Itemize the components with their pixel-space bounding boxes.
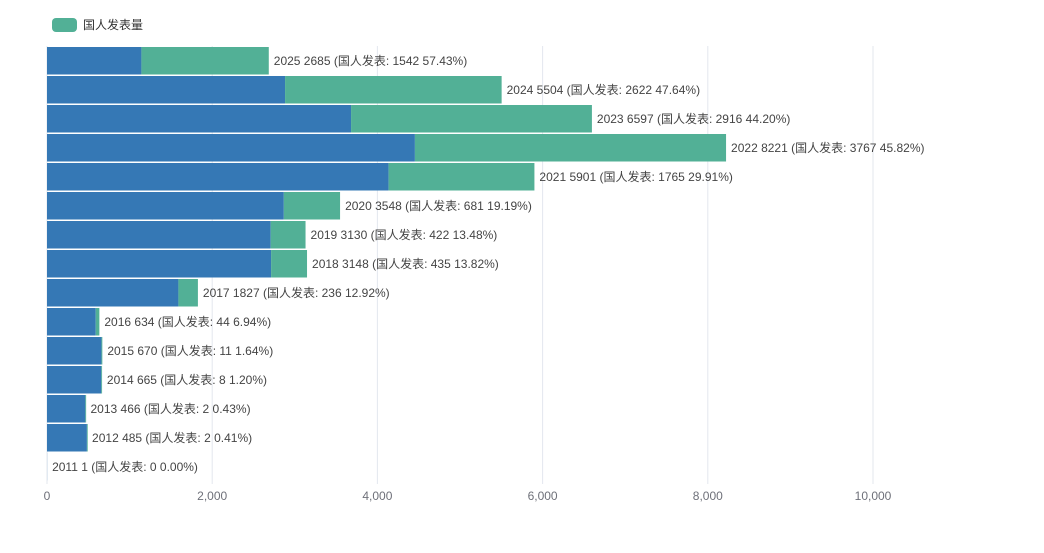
- data-label: 2011 1 (国人发表: 0 0.00%): [52, 459, 198, 474]
- bar-domestic[interactable]: [101, 337, 103, 365]
- bar-domestic[interactable]: [285, 76, 502, 104]
- data-label: 2014 665 (国人发表: 8 1.20%): [107, 372, 267, 387]
- data-label: 2020 3548 (国人发表: 681 19.19%): [345, 198, 532, 213]
- bar-total[interactable]: [47, 337, 102, 365]
- data-label: 2025 2685 (国人发表: 1542 57.43%): [274, 53, 467, 68]
- bar-domestic[interactable]: [141, 47, 269, 75]
- bar-domestic[interactable]: [101, 366, 103, 394]
- x-tick-label: 6,000: [528, 489, 558, 503]
- bar-domestic[interactable]: [283, 192, 341, 220]
- bar-domestic[interactable]: [178, 279, 198, 307]
- bar-total[interactable]: [47, 134, 415, 162]
- bar-domestic[interactable]: [85, 395, 87, 423]
- data-label: 2023 6597 (国人发表: 2916 44.20%): [597, 111, 790, 126]
- bar-total[interactable]: [47, 366, 102, 394]
- x-tick-label: 0: [44, 489, 51, 503]
- data-label: 2019 3130 (国人发表: 422 13.48%): [311, 227, 498, 242]
- legend-label: 国人发表量: [83, 18, 144, 32]
- data-label: 2013 466 (国人发表: 2 0.43%): [90, 401, 250, 416]
- data-label: 2015 670 (国人发表: 11 1.64%): [107, 343, 273, 358]
- bar-total[interactable]: [47, 308, 96, 336]
- bar-domestic[interactable]: [270, 221, 306, 249]
- bar-domestic[interactable]: [86, 424, 88, 452]
- bar-total[interactable]: [47, 47, 142, 75]
- bar-domestic[interactable]: [271, 250, 308, 278]
- legend-swatch: [52, 17, 77, 32]
- x-tick-label: 4,000: [362, 489, 392, 503]
- data-label: 2024 5504 (国人发表: 2622 47.64%): [507, 82, 700, 97]
- data-label: 2021 5901 (国人发表: 1765 29.91%): [539, 169, 732, 184]
- bar-total[interactable]: [47, 192, 284, 220]
- x-tick-label: 10,000: [855, 489, 892, 503]
- x-tick-label: 8,000: [693, 489, 723, 503]
- bar-total[interactable]: [47, 163, 389, 191]
- bar-total[interactable]: [47, 221, 271, 249]
- bar-domestic[interactable]: [351, 105, 592, 133]
- bar-domestic[interactable]: [414, 134, 727, 162]
- data-label: 2022 8221 (国人发表: 3767 45.82%): [731, 140, 924, 155]
- data-label: 2012 485 (国人发表: 2 0.41%): [92, 430, 252, 445]
- data-label: 2016 634 (国人发表: 44 6.94%): [104, 314, 271, 329]
- bar-total[interactable]: [47, 250, 272, 278]
- bar-domestic[interactable]: [388, 163, 535, 191]
- bar-total[interactable]: [47, 76, 286, 104]
- bar-domestic[interactable]: [95, 308, 100, 336]
- data-label: 2017 1827 (国人发表: 236 12.92%): [203, 285, 390, 300]
- data-label: 2018 3148 (国人发表: 435 13.82%): [312, 256, 499, 271]
- x-tick-label: 2,000: [197, 489, 227, 503]
- bar-total[interactable]: [47, 424, 87, 452]
- bar-total[interactable]: [47, 105, 352, 133]
- bar-total[interactable]: [47, 279, 179, 307]
- bar-total[interactable]: [47, 395, 86, 423]
- legend[interactable]: 国人发表量: [52, 16, 143, 33]
